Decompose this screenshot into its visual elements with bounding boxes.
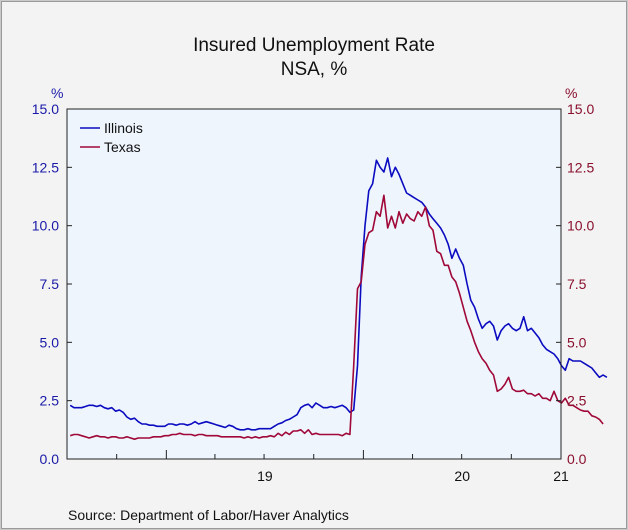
left-y-tick-label: 2.5: [40, 393, 60, 409]
series-line-illinois: [69, 157, 608, 431]
right-y-tick-label: 12.5: [567, 159, 594, 175]
legend: Illinois Texas: [80, 120, 143, 155]
legend-label-texas: Texas: [104, 139, 141, 155]
left-axis-unit-label: %: [51, 85, 63, 101]
source-note: Source: Department of Labor/Haver Analyt…: [68, 507, 349, 523]
x-tick-label: 20: [454, 468, 470, 484]
right-y-tick-label: 5.0: [567, 334, 587, 350]
x-tick-label: 21: [553, 468, 569, 484]
left-y-tick-label: 10.0: [32, 218, 59, 234]
right-y-tick-label: 7.5: [567, 276, 587, 292]
left-y-tick-label: 15.0: [32, 101, 59, 117]
legend-label-illinois: Illinois: [104, 120, 143, 136]
right-y-tick-label: 15.0: [567, 101, 594, 117]
right-axis-unit-label: %: [565, 85, 577, 101]
right-y-tick-label: 2.5: [567, 393, 587, 409]
plot-area: [67, 109, 561, 459]
chart-title: Insured Unemployment Rate: [193, 35, 435, 56]
right-y-tick-label: 10.0: [567, 218, 594, 234]
chart-subtitle: NSA, %: [281, 59, 348, 80]
left-y-tick-label: 0.0: [40, 451, 60, 467]
right-y-tick-label: 0.0: [567, 451, 587, 467]
left-y-tick-label: 7.5: [40, 276, 60, 292]
series-line-texas: [69, 194, 604, 441]
left-y-tick-label: 5.0: [40, 334, 60, 350]
left-y-tick-label: 12.5: [32, 159, 59, 175]
x-tick-label: 19: [257, 468, 273, 484]
